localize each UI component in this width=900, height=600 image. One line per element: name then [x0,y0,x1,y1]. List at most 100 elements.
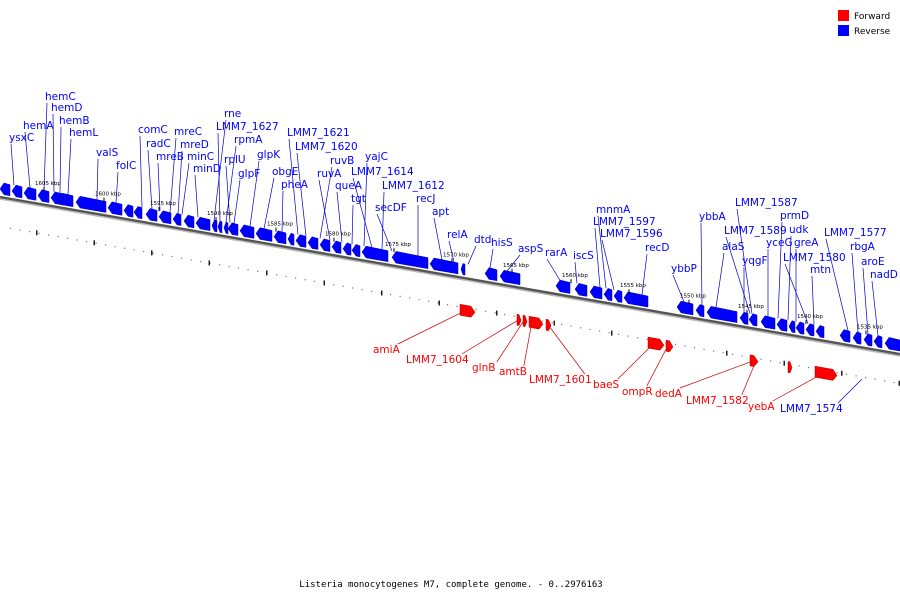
reverse-gene-label: rne [224,108,241,120]
ruler-dot [181,257,183,259]
legend-forward-label: Forward [854,12,890,22]
ruler-dot [152,252,154,254]
reverse-gene-label: LMM7_1577 [824,227,887,239]
tick-label: 1580 kbp [325,232,351,238]
reverse-gene-arrow [287,232,295,246]
forward-leader-line [397,310,467,345]
reverse-leader-line [213,119,227,221]
reverse-leader-line [319,166,333,239]
reverse-gene-arrow [37,189,50,203]
reverse-leader-line [147,149,153,210]
reverse-leader-line [296,152,307,237]
reverse-leader-line [139,135,143,208]
reverse-leader-line [787,235,792,321]
reverse-gene-label: radC [146,138,171,150]
reverse-gene-label: ysxC [9,132,34,144]
ruler-dot [646,338,648,341]
legend: Forward Reverse [838,10,891,37]
reverse-leader-line [467,245,477,265]
ruler-dot [855,375,857,377]
ruler-dot [257,270,259,273]
reverse-gene-label: hemL [69,127,98,139]
reverse-gene-label: ybbP [671,263,697,275]
ruler-dot [608,332,610,334]
reverse-gene-arrow [227,222,239,236]
reverse-leader-line [351,204,354,245]
reverse-leader-line [784,263,809,324]
ruler-dot [494,312,496,314]
reverse-leader-line [169,137,177,213]
ruler-dot [798,365,800,367]
ruler-major-dash [611,330,613,336]
forward-gene-label: amtB [499,366,527,378]
ruler-dot [95,242,97,244]
genome-caption: Listeria monocytogenes M7, complete geno… [299,580,602,590]
forward-gene-label: amiA [373,344,401,356]
ruler-dot [238,267,240,269]
reverse-gene-label: secDF [375,202,407,214]
tick-label: 1560 kbp [562,273,588,279]
ruler-dot [770,360,772,362]
ruler-dot [589,328,591,331]
reverse-gene-label: rarA [545,247,568,259]
reverse-gene-arrow [613,289,623,303]
forward-gene-label: dedA [655,388,683,400]
forward-gene-arrow [516,313,522,326]
reverse-gene-label: pheA [281,179,309,191]
reverse-gene-label: tgt [351,193,366,205]
forward-gene-label: glnB [472,362,495,374]
ruler-dot [86,241,88,243]
ruler-major-dash [841,370,843,376]
reverse-leader-line [115,171,119,203]
reverse-gene-label: yajC [365,151,388,163]
tick-label: 1595 kbp [150,201,176,207]
reverse-gene-arrow [873,335,883,349]
reverse-gene-label: hemD [51,102,82,114]
reverse-leader-line [381,191,385,250]
forward-gene-arrow [665,339,674,353]
reverse-leader-line [448,240,455,262]
ruler-dot [399,295,401,297]
reverse-gene-arrow [429,257,459,275]
forward-leader-line [547,324,586,375]
reverse-gene-arrow [676,300,694,316]
reverse-gene-arrow [499,269,521,286]
ruler-dot [884,380,886,382]
ruler-dot [276,274,278,276]
ruler-dot [874,378,876,380]
reverse-leader-line [725,236,751,314]
reverse-gene-label: rplU [224,154,246,166]
reverse-gene-arrow [223,221,229,235]
ruler-dot [637,337,639,339]
ruler-dot [760,358,762,360]
reverse-leader-line [67,138,72,195]
reverse-gene-label: folC [116,160,136,172]
reverse-leader-line [249,160,260,227]
reverse-gene-label: comC [138,124,168,136]
ruler-dot [295,277,297,279]
reverse-gene-arrow [172,212,182,226]
ruler-dot [57,236,59,238]
reverse-leader-line [263,177,275,229]
reverse-leader-line [194,174,199,218]
ruler-major-dash [323,280,325,286]
reverse-leader-line [601,239,615,290]
reverse-gene-arrow [331,240,342,254]
reverse-gene-arrow [695,304,705,318]
ruler-major-dash [151,250,153,256]
reverse-gene-label: ybbA [699,211,727,223]
reverse-gene-arrow [776,318,788,332]
reverse-gene-arrow [57,192,74,208]
ruler-dot [846,373,848,375]
ruler-dot [133,249,135,251]
reverse-leader-line [574,261,578,284]
ruler-dot [190,259,192,261]
reverse-leader-line [715,252,725,308]
ruler-dot [456,305,458,307]
reverse-leader-line [157,162,161,211]
ruler-dot [228,265,230,268]
tick-label: 1565 kbp [503,263,529,269]
reverse-gene-label: LMM7_1589 [724,225,787,237]
ruler-dot [893,381,895,384]
ruler-dot [200,260,202,263]
